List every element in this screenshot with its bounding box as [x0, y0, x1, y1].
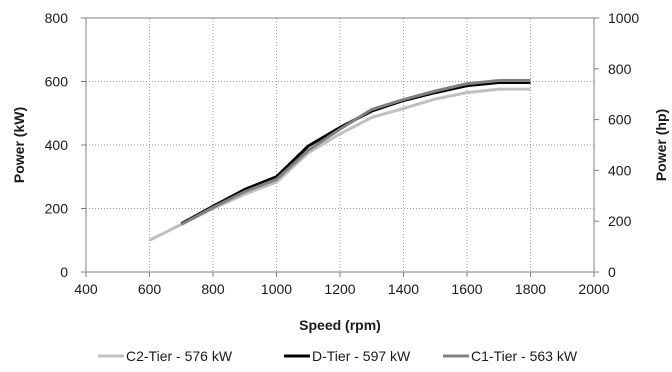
y2-tick-label: 600 — [608, 112, 632, 128]
y-tick-label: 600 — [45, 74, 69, 90]
y-tick-label: 200 — [45, 201, 69, 217]
legend-label-c2: C2-Tier - 576 kW — [126, 348, 233, 364]
x-tick-label: 600 — [138, 281, 162, 297]
x-tick-label: 1600 — [451, 281, 482, 297]
legend-item-c1: C1-Tier - 563 kW — [443, 348, 578, 364]
y-axis-label: Power (kW) — [11, 107, 27, 183]
y-tick-labels: 0 200 400 600 800 — [45, 10, 86, 280]
x-tick-label: 1800 — [515, 281, 546, 297]
y-tick-label: 800 — [45, 10, 69, 26]
x-axis-label: Speed (rpm) — [299, 317, 381, 333]
y2-tick-label: 800 — [608, 61, 632, 77]
y-tick-label: 400 — [45, 137, 69, 153]
y2-tick-label: 400 — [608, 162, 632, 178]
legend-label-d: D-Tier - 597 kW — [312, 348, 411, 364]
series-line-d — [180, 81, 531, 226]
legend-item-d: D-Tier - 597 kW — [284, 348, 411, 364]
series-layer — [148, 79, 531, 242]
y2-tick-label: 200 — [608, 213, 632, 229]
y2-tick-labels: 0 200 400 600 800 1000 — [594, 10, 639, 280]
x-tick-label: 400 — [74, 281, 98, 297]
series-line-c1 — [180, 79, 531, 226]
legend-label-c1: C1-Tier - 563 kW — [471, 348, 578, 364]
y-tick-label: 0 — [60, 264, 68, 280]
y2-axis-label: Power (hp) — [653, 109, 669, 181]
x-tick-label: 800 — [201, 281, 225, 297]
legend-item-c2: C2-Tier - 576 kW — [98, 348, 233, 364]
x-tick-label: 1400 — [388, 281, 419, 297]
x-tick-label: 1000 — [261, 281, 292, 297]
x-tick-labels: 400 600 800 1000 1200 1400 1600 1800 2000 — [74, 272, 610, 297]
x-tick-label: 2000 — [578, 281, 609, 297]
legend: C2-Tier - 576 kW D-Tier - 597 kW C1-Tier… — [98, 348, 578, 364]
y2-tick-label: 0 — [608, 264, 616, 280]
y2-tick-label: 1000 — [608, 10, 639, 26]
x-tick-label: 1200 — [324, 281, 355, 297]
